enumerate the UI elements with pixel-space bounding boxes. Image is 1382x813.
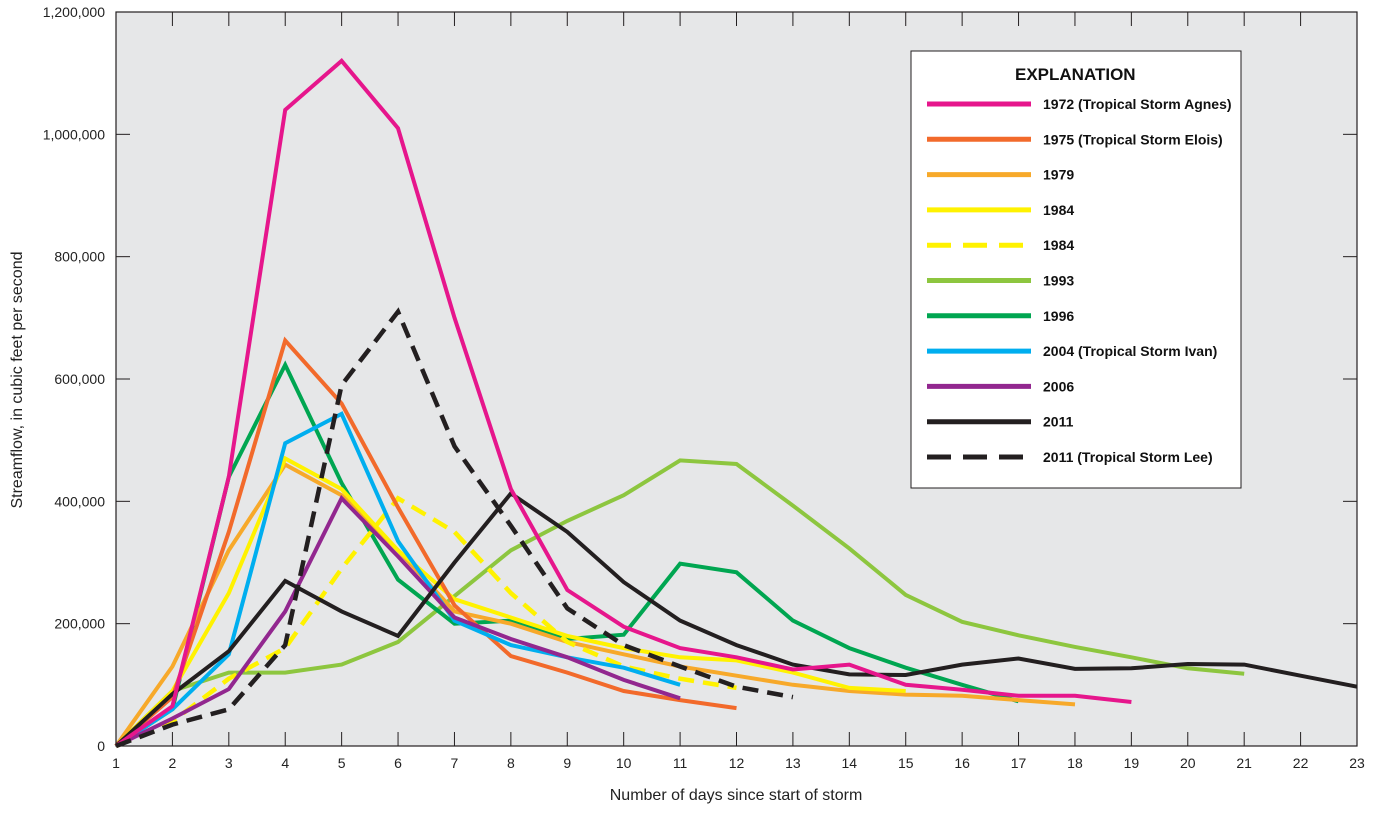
y-tick-labels: 0 200,000 400,000 600,000 800,000 1,000,000 1,… — [43, 4, 106, 754]
x-tick-label: 7 — [451, 755, 459, 771]
x-tick-label: 4 — [281, 755, 289, 771]
x-tick-label: 22 — [1293, 755, 1309, 771]
y-tick-label: 1,000,000 — [43, 126, 105, 142]
y-tick-label: 400,000 — [54, 493, 105, 509]
x-tick-label: 6 — [394, 755, 402, 771]
x-tick-label: 14 — [842, 755, 858, 771]
x-tick-label: 21 — [1236, 755, 1252, 771]
legend-label: 2011 — [1043, 414, 1074, 430]
y-tick-label: 1,200,000 — [43, 4, 105, 20]
series-line — [115, 494, 681, 748]
y-tick-label: 600,000 — [54, 371, 105, 387]
x-tick-label: 17 — [1011, 755, 1027, 771]
series-line — [114, 455, 906, 748]
legend-label: 1979 — [1043, 167, 1074, 183]
x-tick-label: 5 — [338, 755, 346, 771]
x-tick-label: 20 — [1180, 755, 1196, 771]
series-line — [114, 58, 1132, 748]
legend-label: 2006 — [1043, 378, 1074, 394]
legend-label: 1993 — [1043, 273, 1074, 289]
series-line — [114, 490, 1358, 748]
x-tick-label: 8 — [507, 755, 515, 771]
series-line — [114, 411, 681, 748]
x-tick-label: 10 — [616, 755, 632, 771]
plot-frame — [115, 11, 1358, 747]
series-line — [114, 458, 1245, 748]
x-tick-labels: 1 2 3 4 5 6 7 8 9 10 11 12 13 14 15 16 17 18 19 20 21 22 23 — [112, 755, 1365, 771]
legend-label: 1996 — [1043, 308, 1074, 324]
y-axis-title: Streamflow, in cubic feet per second — [9, 251, 26, 508]
legend-label: 1984 — [1043, 202, 1074, 218]
x-tick-label: 9 — [563, 755, 571, 771]
legend-items: 1972 (Tropical Storm Agnes) 1975 (Tropica… — [927, 96, 1232, 465]
x-tick-label: 19 — [1124, 755, 1140, 771]
x-tick-label: 11 — [673, 755, 688, 771]
legend-title: EXPLANATION — [1015, 65, 1136, 84]
y-tick-label: 0 — [97, 738, 105, 754]
x-tick-label: 23 — [1349, 755, 1365, 771]
x-tick-label: 12 — [729, 755, 745, 771]
x-axis-title: Number of days since start of storm — [610, 787, 863, 804]
legend: EXPLANATION 1972 (Tropical Storm Agnes)1… — [910, 50, 1242, 489]
axis-ticks — [116, 12, 1357, 746]
y-tick-label: 200,000 — [54, 616, 105, 632]
y-tick-label: 800,000 — [54, 249, 105, 265]
x-tick-label: 18 — [1067, 755, 1083, 771]
legend-label: 2011 (Tropical Storm Lee) — [1043, 449, 1213, 465]
x-tick-label: 15 — [898, 755, 914, 771]
series-lines — [114, 58, 1358, 749]
x-tick-label: 16 — [954, 755, 970, 771]
series-line — [114, 336, 737, 748]
legend-label: 1972 (Tropical Storm Agnes) — [1043, 96, 1232, 112]
legend-label: 2004 (Tropical Storm Ivan) — [1043, 343, 1217, 359]
x-tick-label: 3 — [225, 755, 233, 771]
legend-label: 1975 (Tropical Storm Elois) — [1043, 131, 1223, 147]
legend-box — [910, 50, 1242, 489]
series-line — [115, 307, 794, 749]
x-tick-label: 13 — [785, 755, 801, 771]
x-tick-label: 1 — [112, 755, 120, 771]
legend-label: 1984 — [1043, 237, 1074, 253]
x-tick-label: 2 — [169, 755, 177, 771]
